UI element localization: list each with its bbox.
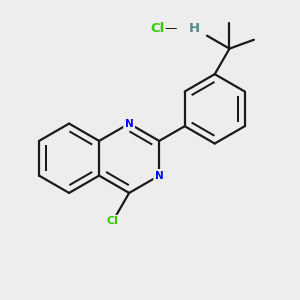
Text: H: H bbox=[189, 22, 200, 34]
Text: Cl: Cl bbox=[151, 22, 165, 34]
Text: N: N bbox=[155, 171, 164, 181]
Text: —: — bbox=[165, 22, 177, 34]
Text: Cl: Cl bbox=[107, 217, 118, 226]
Text: N: N bbox=[125, 118, 134, 129]
